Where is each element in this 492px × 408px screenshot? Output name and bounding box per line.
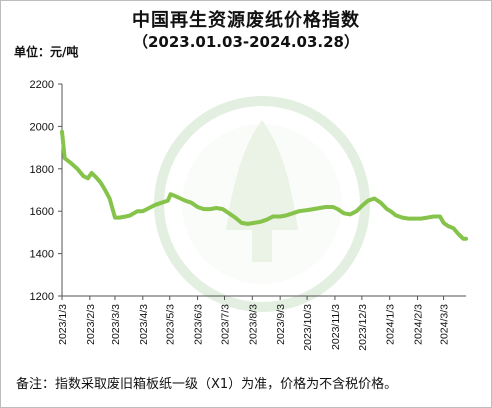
footer-note: 备注：指数采取废旧箱板纸一级（X1）为准，价格为不含税价格。 [16, 377, 398, 392]
x-tick-label: 2023/1/3 [57, 304, 69, 345]
x-tick-label: 2023/4/3 [138, 304, 150, 345]
x-tick-label: 2023/7/3 [219, 304, 231, 345]
y-tick-label: 1800 [30, 164, 54, 176]
y-tick-label: 2200 [30, 79, 54, 91]
y-tick-label: 1400 [30, 249, 54, 261]
y-tick-label: 1600 [30, 206, 54, 218]
x-tick-label: 2024/1/3 [385, 304, 397, 345]
x-tick-label: 2024/3/3 [439, 304, 451, 345]
x-axis-ticks: 2023/1/3 2023/2/3 2023/3/3 2023/4/3 2023/5/3… [57, 296, 451, 351]
axes [61, 84, 466, 297]
x-tick-label: 2023/9/3 [275, 304, 287, 345]
x-tick-label: 2023/10/3 [302, 304, 314, 351]
x-tick-label: 2023/2/3 [85, 304, 97, 345]
x-tick-label: 2023/11/3 [330, 304, 342, 350]
chart-subtitle: （2023.01.03-2024.03.28） [132, 33, 359, 51]
unit-label: 单位：元/吨 [14, 45, 79, 59]
x-tick-label: 2023/8/3 [247, 304, 259, 345]
y-axis-ticks: 1200 1400 1600 1800 2000 2200 [30, 79, 62, 303]
y-tick-label: 2000 [30, 121, 54, 133]
chart-title: 中国再生资源废纸价格指数 [132, 10, 360, 31]
x-tick-label: 2023/5/3 [165, 304, 177, 345]
x-tick-label: 2023/3/3 [110, 304, 122, 345]
series-group [60, 129, 468, 241]
x-tick-label: 2023/6/3 [193, 304, 205, 345]
series-line [60, 129, 468, 241]
y-tick-label: 1200 [30, 291, 54, 303]
x-tick-label: 2023/12/3 [357, 304, 369, 351]
x-tick-label: 2024/2/3 [413, 304, 425, 345]
